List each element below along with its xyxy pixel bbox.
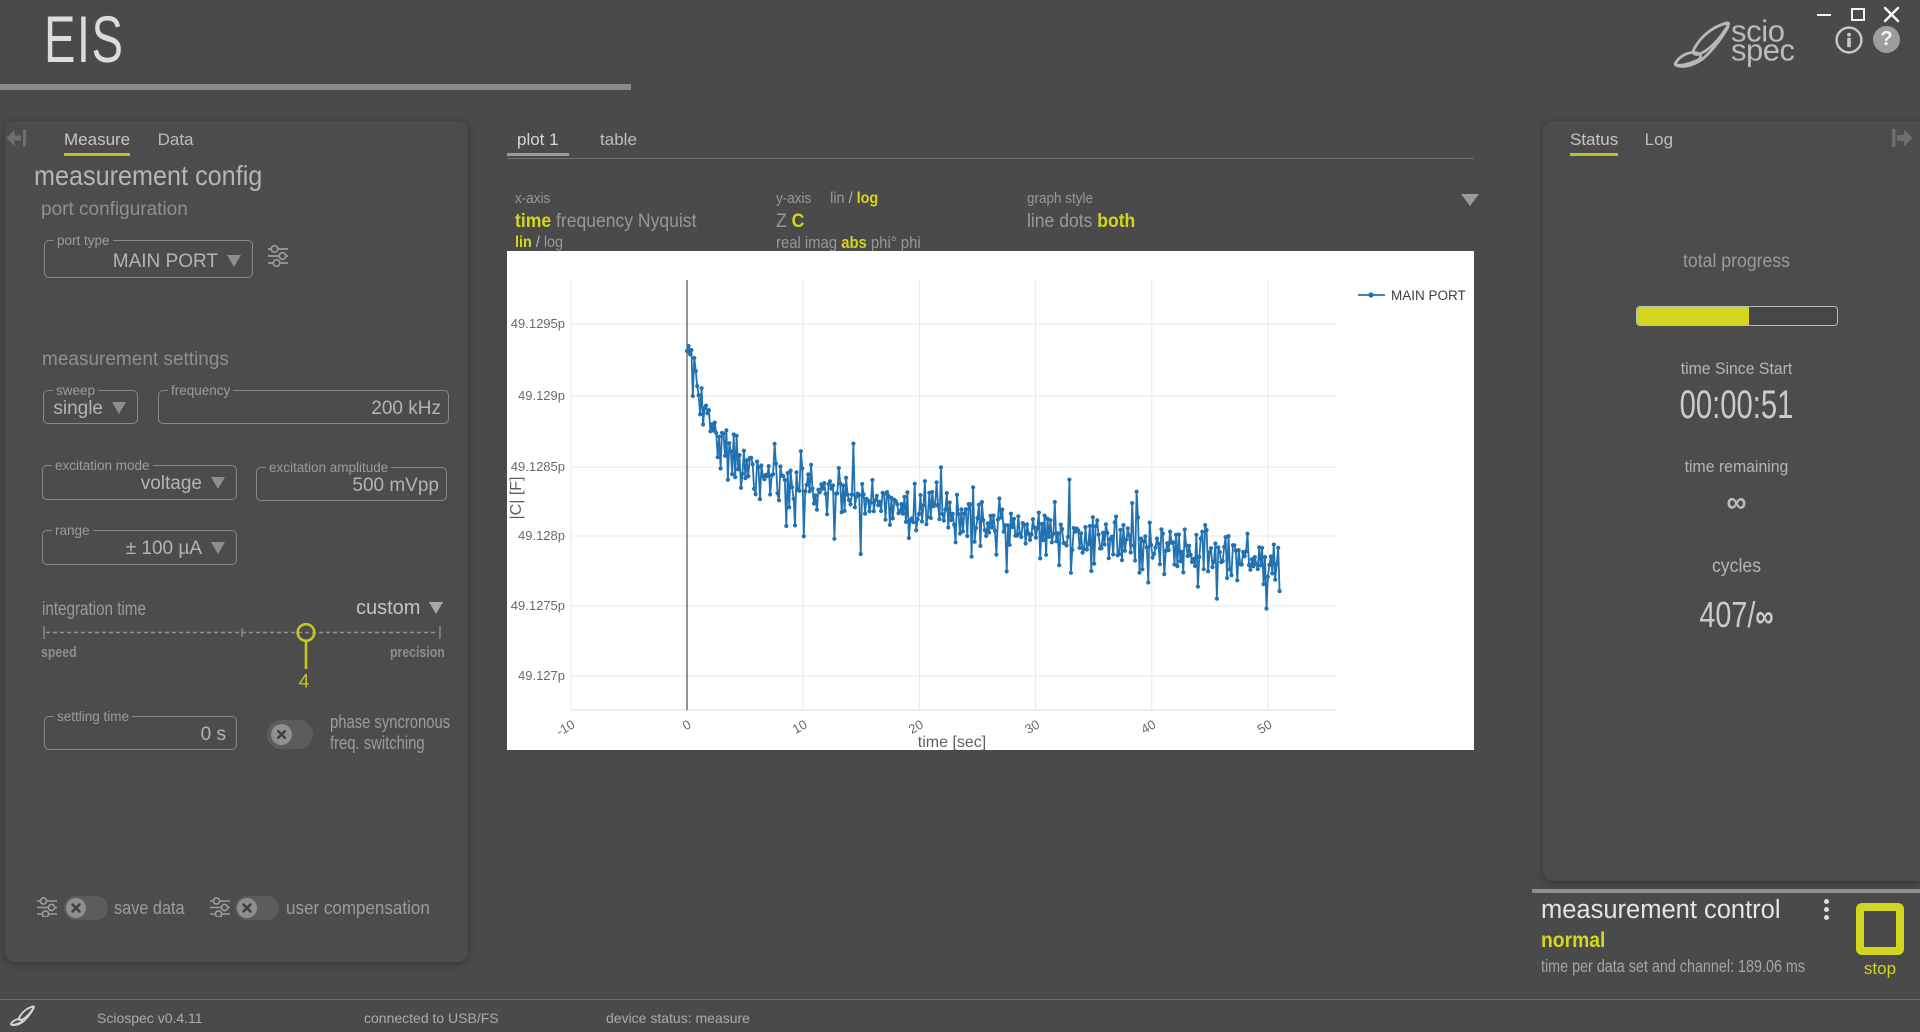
svg-text:|C| [F]: |C| [F] bbox=[508, 477, 525, 520]
svg-text:spec: spec bbox=[1731, 33, 1795, 68]
svg-text:4: 4 bbox=[299, 672, 310, 691]
svg-text:time [sec]: time [sec] bbox=[918, 734, 986, 750]
svg-text:MAIN PORT: MAIN PORT bbox=[1391, 288, 1466, 303]
svg-text:30: 30 bbox=[1022, 717, 1042, 737]
svg-text:49.1295p: 49.1295p bbox=[511, 316, 565, 331]
svg-text:49.127p: 49.127p bbox=[518, 668, 565, 683]
svg-text:50: 50 bbox=[1254, 717, 1274, 737]
svg-text:40: 40 bbox=[1138, 717, 1158, 737]
svg-text:20: 20 bbox=[906, 717, 926, 737]
svg-text:scio: scio bbox=[1731, 14, 1785, 49]
svg-text:49.128p: 49.128p bbox=[518, 528, 565, 543]
svg-text:49.129p: 49.129p bbox=[518, 388, 565, 403]
svg-text:49.1285p: 49.1285p bbox=[511, 459, 565, 474]
svg-text:49.1275p: 49.1275p bbox=[511, 598, 565, 613]
svg-text:10: 10 bbox=[790, 717, 810, 737]
